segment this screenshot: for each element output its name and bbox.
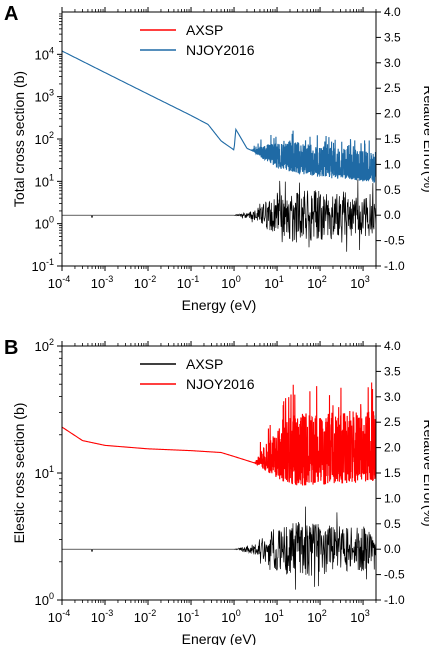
y-tick-label: 101 bbox=[35, 172, 54, 189]
panel-label: B bbox=[4, 337, 18, 359]
x-tick-label: 100 bbox=[221, 608, 240, 625]
series-line-relative-error bbox=[62, 179, 376, 252]
y-tick-label: 100 bbox=[35, 591, 54, 608]
x-axis-title: Energy (eV) bbox=[182, 631, 257, 645]
y-right-tick-label: 1.0 bbox=[384, 491, 401, 505]
y-right-tick-label: -0.5 bbox=[384, 234, 405, 248]
y-right-tick-label: 0.5 bbox=[384, 517, 401, 531]
y-axis-title: Total cross section (b) bbox=[11, 71, 27, 207]
y-right-tick-label: 1.5 bbox=[384, 466, 401, 480]
y-right-tick-label: 4.0 bbox=[384, 339, 401, 353]
series-line-njoy2016 bbox=[62, 50, 376, 184]
y-right-tick-label: 2.0 bbox=[384, 107, 401, 121]
x-tick-label: 10-4 bbox=[48, 608, 70, 625]
x-tick-label: 10-3 bbox=[91, 608, 113, 625]
legend-label-njoy2016: NJOY2016 bbox=[186, 42, 255, 58]
y-tick-label: 102 bbox=[35, 337, 54, 354]
series-line-relative-error bbox=[62, 506, 376, 590]
y-right-tick-label: 3.5 bbox=[384, 30, 401, 44]
legend-label-axsp: AXSP bbox=[186, 22, 223, 38]
panel-label: A bbox=[4, 3, 18, 25]
y-tick-label: 10-1 bbox=[32, 257, 54, 274]
x-tick-label: 102 bbox=[307, 608, 326, 625]
y-right-tick-label: 2.0 bbox=[384, 441, 401, 455]
x-tick-label: 101 bbox=[264, 274, 283, 291]
y-right-tick-label: 1.5 bbox=[384, 132, 401, 146]
x-tick-label: 103 bbox=[350, 608, 369, 625]
y-axis-title: Elestic ross section (b) bbox=[11, 403, 27, 544]
y-tick-label: 103 bbox=[35, 88, 54, 105]
x-tick-label: 10-1 bbox=[177, 274, 199, 291]
x-tick-label: 101 bbox=[264, 608, 283, 625]
y-tick-label: 104 bbox=[35, 45, 54, 62]
y-tick-label: 100 bbox=[35, 215, 54, 232]
y-right-tick-label: 4.0 bbox=[384, 5, 401, 19]
panel-a: 10-4 10-3 10-2 10-1 100 101 102 103 10-1 100 101 10… bbox=[4, 3, 429, 313]
x-tick-label: 10-2 bbox=[134, 608, 156, 625]
y-right-axis-title: Relative Error(%) bbox=[421, 419, 429, 526]
y-right-tick-label: 2.5 bbox=[384, 415, 401, 429]
y-tick-label: 102 bbox=[35, 130, 54, 147]
plot-area bbox=[62, 50, 376, 252]
y-right-tick-label: 0.5 bbox=[384, 183, 401, 197]
x-axis-title: Energy (eV) bbox=[182, 297, 257, 313]
x-tick-label: 102 bbox=[307, 274, 326, 291]
legend-label-axsp: AXSP bbox=[186, 356, 223, 372]
series-line-njoy2016 bbox=[62, 382, 376, 486]
x-tick-label: 103 bbox=[350, 274, 369, 291]
y-right-axis-title: Relative Error(%) bbox=[421, 85, 429, 192]
y-right-tick-label: 0.0 bbox=[384, 542, 401, 556]
y-right-tick-label: 3.0 bbox=[384, 56, 401, 70]
y-right-tick-label: 2.5 bbox=[384, 81, 401, 95]
panel-b: 10-4 10-3 10-2 10-1 100 101 102 103 100 101 102 -1.… bbox=[4, 337, 429, 645]
y-right-tick-label: -1.0 bbox=[384, 593, 405, 607]
y-tick-label: 101 bbox=[35, 464, 54, 481]
legend-label-njoy2016: NJOY2016 bbox=[186, 376, 255, 392]
x-tick-label: 100 bbox=[221, 274, 240, 291]
y-right-tick-label: 3.0 bbox=[384, 390, 401, 404]
y-right-tick-label: 3.5 bbox=[384, 364, 401, 378]
x-tick-label: 10-1 bbox=[177, 608, 199, 625]
x-tick-label: 10-2 bbox=[134, 274, 156, 291]
x-tick-label: 10-3 bbox=[91, 274, 113, 291]
y-right-tick-label: 0.0 bbox=[384, 208, 401, 222]
y-right-tick-label: -0.5 bbox=[384, 568, 405, 582]
plot-area bbox=[62, 382, 376, 590]
x-tick-label: 10-4 bbox=[48, 274, 70, 291]
y-right-tick-label: -1.0 bbox=[384, 259, 405, 273]
y-right-tick-label: 1.0 bbox=[384, 157, 401, 171]
